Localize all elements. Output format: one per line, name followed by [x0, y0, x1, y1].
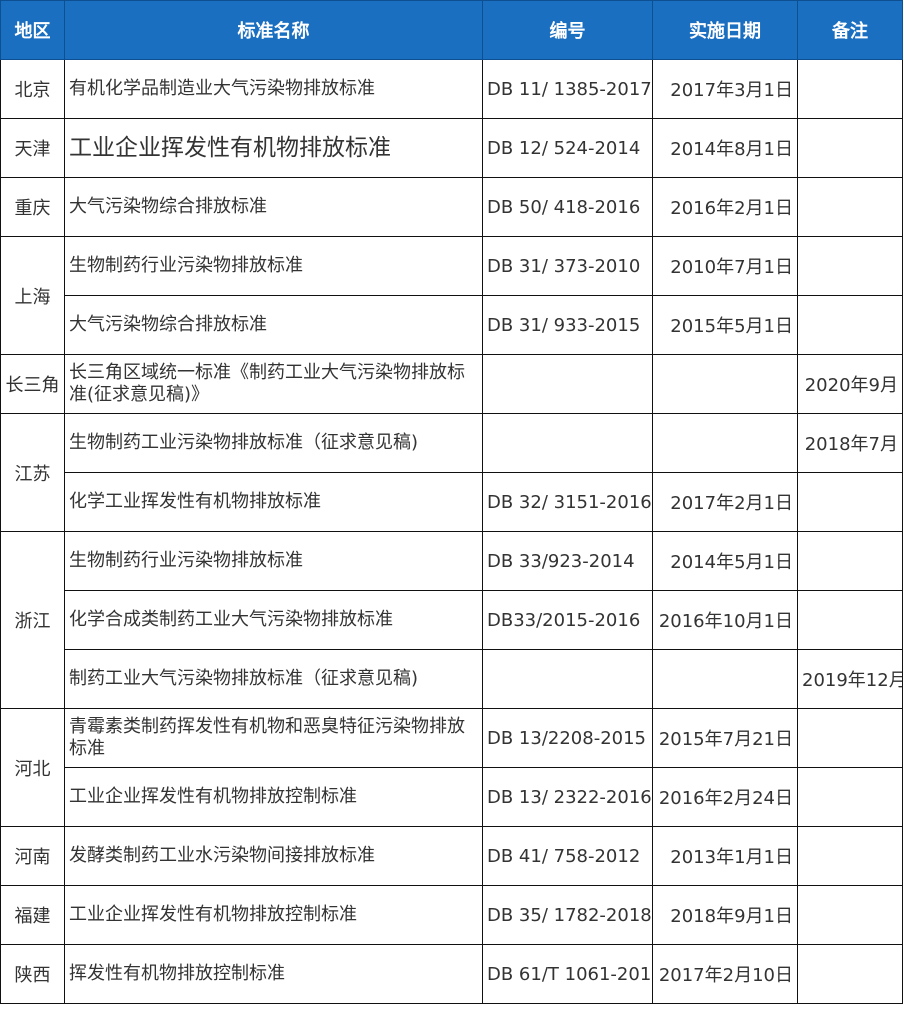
table-row: 北京 有机化学品制造业大气污染物排放标准 DB 11/ 1385-2017 2017年… [0, 59, 903, 119]
standard-name-cell: 工业企业挥发性有机物排放控制标准 [64, 885, 483, 945]
note-cell [797, 472, 903, 532]
table-row: 河南 发酵类制药工业水污染物间接排放标准 DB 41/ 758-2012 2013年1… [0, 826, 903, 886]
table-row: 重庆 大气污染物综合排放标准 DB 50/ 418-2016 2016年2月1日 [0, 177, 903, 237]
standard-name-cell: 制药工业大气污染物排放标准（征求意见稿) [64, 649, 483, 709]
standard-code-cell [482, 413, 653, 473]
header-name: 标准名称 [64, 0, 483, 60]
region-cell: 北京 [0, 59, 65, 119]
table-row: 大气污染物综合排放标准 DB 31/ 933-2015 2015年5月1日 [1, 295, 903, 355]
table-row: 浙江 生物制药行业污染物排放标准 DB 33/923-2014 2014年5月1日 [0, 531, 903, 709]
header-note: 备注 [797, 0, 903, 60]
standard-code-cell: DB 12/ 524-2014 [482, 118, 653, 178]
standard-code-cell [482, 649, 653, 709]
table-row: 上海 生物制药行业污染物排放标准 DB 31/ 373-2010 2010年7月1日 [0, 236, 903, 355]
note-cell [797, 531, 903, 591]
standard-code-cell: DB 35/ 1782-2018 [482, 885, 653, 945]
table-row: 河北 青霉素类制药挥发性有机物和恶臭特征污染物排放标准 DB 13/2208-201… [0, 708, 903, 827]
note-cell: 2019年12月 [797, 649, 903, 709]
note-cell: 2018年7月 [797, 413, 903, 473]
effective-date-cell: 2014年5月1日 [652, 531, 798, 591]
region-cell: 陕西 [0, 944, 65, 1004]
standard-code-cell: DB 50/ 418-2016 [482, 177, 653, 237]
table-row: 长三角 长三角区域统一标准《制药工业大气污染物排放标准(征求意见稿)》 2020年9… [0, 354, 903, 414]
header-region: 地区 [0, 0, 65, 60]
region-cell: 长三角 [0, 354, 65, 414]
table-row: 江苏 生物制药工业污染物排放标准（征求意见稿) 2018年7月 [0, 413, 903, 532]
region-cell: 河北 [0, 708, 65, 827]
standard-name-cell: 生物制药行业污染物排放标准 [64, 531, 483, 591]
effective-date-cell: 2017年3月1日 [652, 59, 798, 119]
effective-date-cell: 2016年2月1日 [652, 177, 798, 237]
table-row: 化学合成类制药工业大气污染物排放标准 DB33/2015-2016 2016年10月… [1, 590, 903, 650]
effective-date-cell: 2015年5月1日 [652, 295, 798, 355]
header-row: 地区 标准名称 编号 实施日期 备注 [0, 0, 903, 60]
effective-date-cell: 2018年9月1日 [652, 885, 798, 945]
effective-date-cell [652, 649, 798, 709]
standard-name-cell: 化学工业挥发性有机物排放标准 [64, 472, 483, 532]
standard-code-cell: DB 31/ 373-2010 [482, 236, 653, 296]
effective-date-cell: 2017年2月10日 [652, 944, 798, 1004]
region-cell: 江苏 [0, 413, 65, 532]
standard-name-cell: 有机化学品制造业大气污染物排放标准 [64, 59, 483, 119]
table-row: 福建 工业企业挥发性有机物排放控制标准 DB 35/ 1782-2018 2018年9… [0, 885, 903, 945]
table-row: 天津 工业企业挥发性有机物排放标准 DB 12/ 524-2014 2014年8月1日 [0, 118, 903, 178]
effective-date-cell: 2016年10月1日 [652, 590, 798, 650]
effective-date-cell: 2014年8月1日 [652, 118, 798, 178]
effective-date-cell: 2013年1月1日 [652, 826, 798, 886]
standard-code-cell: DB 33/923-2014 [482, 531, 653, 591]
region-cell: 福建 [0, 885, 65, 945]
table-row: 制药工业大气污染物排放标准（征求意见稿) 2019年12月 [1, 649, 903, 709]
region-cell: 河南 [0, 826, 65, 886]
standard-name-cell: 挥发性有机物排放控制标准 [64, 944, 483, 1004]
region-cell: 天津 [0, 118, 65, 178]
effective-date-cell: 2016年2月24日 [652, 767, 798, 827]
effective-date-cell: 2010年7月1日 [652, 236, 798, 296]
standard-name-cell: 长三角区域统一标准《制药工业大气污染物排放标准(征求意见稿)》 [64, 354, 483, 414]
table-row: 陕西 挥发性有机物排放控制标准 DB 61/T 1061-2017 2017年2月10… [0, 944, 903, 1004]
standard-name-cell: 化学合成类制药工业大气污染物排放标准 [64, 590, 483, 650]
note-cell [797, 708, 903, 768]
standard-name-cell: 发酵类制药工业水污染物间接排放标准 [64, 826, 483, 886]
effective-date-cell [652, 354, 798, 414]
standard-name-cell: 大气污染物综合排放标准 [64, 177, 483, 237]
standard-name-cell: 工业企业挥发性有机物排放标准 [64, 118, 483, 178]
note-cell [797, 826, 903, 886]
table-row: 工业企业挥发性有机物排放控制标准 DB 13/ 2322-2016 2016年2月2… [1, 767, 903, 827]
standard-code-cell: DB 13/2208-2015 [482, 708, 653, 768]
standard-name-cell: 青霉素类制药挥发性有机物和恶臭特征污染物排放标准 [64, 708, 483, 768]
effective-date-cell: 2017年2月1日 [652, 472, 798, 532]
standard-name-cell: 生物制药工业污染物排放标准（征求意见稿) [64, 413, 483, 473]
standard-code-cell: DB 41/ 758-2012 [482, 826, 653, 886]
note-cell [797, 885, 903, 945]
note-cell [797, 590, 903, 650]
standard-code-cell: DB 11/ 1385-2017 [482, 59, 653, 119]
region-cell: 重庆 [0, 177, 65, 237]
effective-date-cell [652, 413, 798, 473]
standard-name-cell: 大气污染物综合排放标准 [64, 295, 483, 355]
note-cell [797, 236, 903, 296]
standard-code-cell: DB33/2015-2016 [482, 590, 653, 650]
standard-code-cell [482, 354, 653, 414]
standard-code-cell: DB 13/ 2322-2016 [482, 767, 653, 827]
note-cell: 2020年9月 [797, 354, 903, 414]
header-date: 实施日期 [652, 0, 798, 60]
note-cell [797, 118, 903, 178]
region-cell: 上海 [0, 236, 65, 355]
standard-code-cell: DB 31/ 933-2015 [482, 295, 653, 355]
note-cell [797, 767, 903, 827]
header-code: 编号 [482, 0, 653, 60]
note-cell [797, 177, 903, 237]
note-cell [797, 944, 903, 1004]
effective-date-cell: 2015年7月21日 [652, 708, 798, 768]
standard-name-cell: 工业企业挥发性有机物排放控制标准 [64, 767, 483, 827]
standard-name-cell: 生物制药行业污染物排放标准 [64, 236, 483, 296]
standard-code-cell: DB 61/T 1061-2017 [482, 944, 653, 1004]
note-cell [797, 59, 903, 119]
standard-code-cell: DB 32/ 3151-2016 [482, 472, 653, 532]
table-row: 化学工业挥发性有机物排放标准 DB 32/ 3151-2016 2017年2月1日 [1, 472, 903, 532]
region-cell: 浙江 [0, 531, 65, 709]
note-cell [797, 295, 903, 355]
